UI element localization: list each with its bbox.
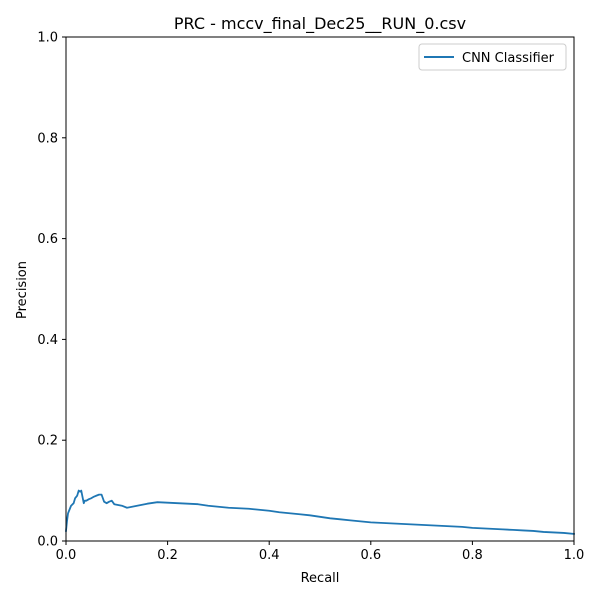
legend: CNN Classifier [418, 43, 567, 71]
y-tick-label: 0.6 [37, 232, 58, 247]
y-tick-label: 0.0 [37, 535, 58, 550]
legend-label-cnn-classifier: CNN Classifier [462, 51, 555, 66]
y-axis-ticks: 0.0 0.2 0.4 0.6 0.8 1.0 [37, 31, 66, 550]
y-tick-label: 1.0 [37, 31, 58, 46]
y-tick-label: 0.8 [37, 131, 58, 146]
y-tick-label: 0.2 [37, 434, 58, 449]
series-line-cnn-classifier [65, 489, 575, 535]
x-axis-label: Recall [301, 571, 340, 586]
x-tick-label: 0.2 [157, 548, 178, 563]
y-axis-label: Precision [15, 261, 30, 319]
chart-title: PRC - mccv_final_Dec25__RUN_0.csv [174, 14, 466, 34]
x-tick-label: 0.0 [56, 548, 77, 563]
plot-frame [65, 36, 575, 542]
y-tick-label: 0.4 [37, 333, 58, 348]
x-axis-ticks: 0.0 0.2 0.4 0.6 0.8 1.0 [56, 541, 585, 563]
x-tick-label: 0.6 [360, 548, 381, 563]
x-tick-label: 0.4 [259, 548, 280, 563]
x-tick-label: 0.8 [462, 548, 483, 563]
x-tick-label: 1.0 [564, 548, 585, 563]
legend-box [418, 43, 567, 71]
plot-area [65, 36, 575, 542]
